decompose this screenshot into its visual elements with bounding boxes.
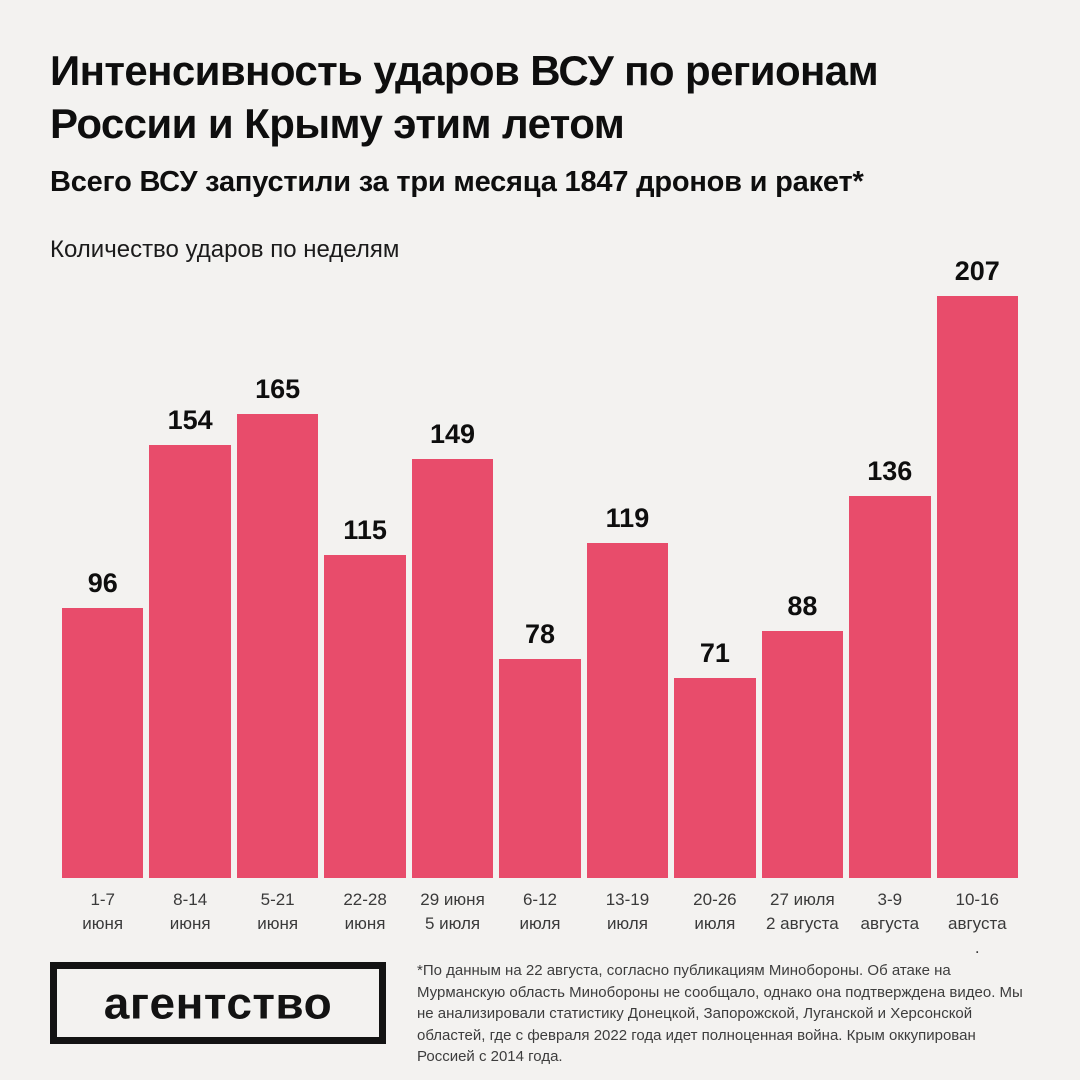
- page-title-line-1: Интенсивность ударов ВСУ по регионам: [50, 47, 879, 94]
- bar-column: 71: [674, 234, 756, 878]
- bar-column: 136: [849, 234, 931, 878]
- bar-value-label: 96: [87, 568, 118, 598]
- bar-value-label: 119: [605, 503, 650, 533]
- page-title: Интенсивность ударов ВСУ по регионам Рос…: [50, 44, 1030, 150]
- bar-value-label: 154: [167, 405, 213, 435]
- bar: [62, 608, 144, 878]
- bar: [761, 631, 844, 878]
- bar-value-label: 115: [343, 515, 387, 545]
- bar: [149, 445, 231, 878]
- bar-column: 115: [324, 234, 406, 878]
- bar-column: 119: [586, 234, 669, 878]
- bar: [411, 459, 494, 878]
- page-title-line-2: России и Крыму этим летом: [50, 100, 625, 147]
- page-subtitle: Всего ВСУ запустили за три месяца 1847 д…: [50, 166, 864, 198]
- bar: [236, 414, 319, 878]
- bar-column: 149: [411, 234, 494, 878]
- bar: [936, 296, 1018, 878]
- footnote: *По данным на 22 августа, согласно публи…: [417, 962, 1023, 1065]
- header: Интенсивность ударов ВСУ по регионам Рос…: [50, 44, 1030, 198]
- bar-value-label: 207: [954, 256, 1000, 286]
- x-axis-label: 10-16 августа.: [947, 890, 1007, 957]
- bar: [849, 496, 931, 878]
- x-axis-label: 5-21 июня: [257, 890, 299, 933]
- bar-value-label: 165: [255, 374, 301, 404]
- x-axis-labels: 1-7 июня 8-14 июня 5-21 июня 22-28 июня 29 июня 5…: [62, 888, 1018, 960]
- bar-value-label: 88: [787, 591, 818, 621]
- bar-column: 88: [761, 234, 844, 878]
- bar: [324, 555, 406, 878]
- bar-value-label: 78: [524, 619, 556, 649]
- x-axis-label: 13-19 июля: [605, 890, 650, 933]
- bar: [674, 678, 756, 878]
- agentstvo-logo: агентство: [50, 962, 386, 1044]
- bar: [499, 659, 581, 878]
- bar: [586, 543, 669, 878]
- chart-caption: Количество ударов по неделям: [50, 236, 400, 263]
- bar-chart: 96 154 165 115 149 78 119 71 88 136 207: [62, 234, 1018, 878]
- x-axis-label: 27 июля 2 августа: [765, 890, 839, 933]
- x-axis-label: 8-14 июня: [169, 890, 211, 933]
- bar-value-label: 71: [699, 638, 730, 668]
- bar-column: 207: [936, 234, 1018, 878]
- bar-value-label: 149: [430, 419, 476, 449]
- bar-column: 154: [149, 234, 231, 878]
- x-axis-label: 20-26 июля: [693, 890, 737, 933]
- bar-column: 165: [236, 234, 319, 878]
- x-axis-label: 29 июня 5 июля: [420, 890, 485, 933]
- logo-text: агентство: [103, 978, 333, 1028]
- x-axis-label: 6-12 июля: [519, 890, 561, 933]
- x-axis-label: 3-9 августа: [860, 890, 920, 933]
- bar-column: 96: [62, 234, 144, 878]
- x-axis-label: 22-28 июня: [343, 890, 387, 933]
- bar-column: 78: [499, 234, 581, 878]
- x-axis-label: 1-7 июня: [82, 890, 124, 933]
- bar-value-label: 136: [867, 456, 913, 486]
